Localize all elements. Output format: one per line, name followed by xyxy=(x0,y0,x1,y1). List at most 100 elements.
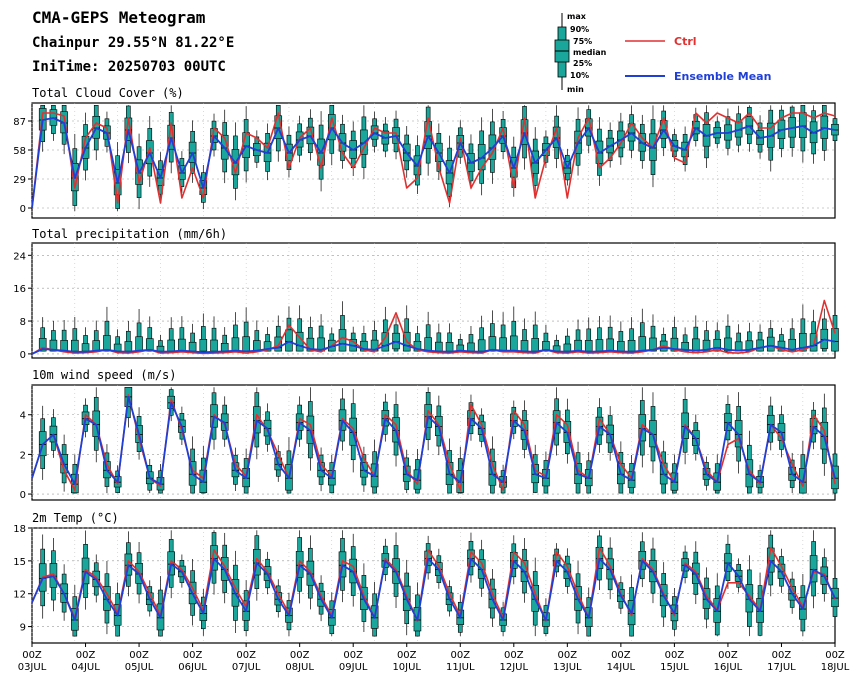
box-inner xyxy=(649,337,657,352)
y-tick-label: 0 xyxy=(20,350,26,361)
box-inner xyxy=(617,341,625,352)
x-hour-label: 00Z xyxy=(665,650,685,661)
box-inner xyxy=(285,329,293,352)
y-tick-label: 16 xyxy=(13,284,26,295)
x-hour-label: 00Z xyxy=(558,650,578,661)
panel-title: 2m Temp (°C) xyxy=(32,511,119,525)
panel-1: Total precipitation (mm/6h) 0 8 16 24 xyxy=(13,227,839,361)
box-inner xyxy=(113,343,122,352)
y-tick-label: 9 xyxy=(20,623,26,634)
box-inner xyxy=(584,340,593,352)
box-inner xyxy=(638,336,647,352)
box-inner xyxy=(724,337,732,352)
y-tick-label: 2 xyxy=(20,450,26,461)
panel-3: 2m Temp (°C) 9 12 15 18 xyxy=(13,511,839,644)
box-inner xyxy=(574,339,582,352)
y-tick-label: 8 xyxy=(20,317,26,328)
legend-label-p10: 10% xyxy=(570,71,589,80)
box-inner xyxy=(135,336,143,352)
x-day-label: 09JUL xyxy=(339,662,368,673)
x-day-label: 15JUL xyxy=(660,662,689,673)
x-day-label: 08JUL xyxy=(285,662,314,673)
panel-0: Total Cloud Cover (%) 0 29 58 87 xyxy=(13,86,839,219)
x-day-label: 16JUL xyxy=(714,662,743,673)
panel-frame xyxy=(31,242,836,359)
box-inner xyxy=(766,336,775,352)
x-hour-label: 00Z xyxy=(290,650,310,661)
y-tick-label: 87 xyxy=(13,117,26,128)
x-hour-label: 00Z xyxy=(611,650,631,661)
x-day-label: 12JUL xyxy=(500,662,529,673)
ensemble-mean-line xyxy=(31,117,836,209)
box-inner xyxy=(231,337,240,352)
panel-title: Total Cloud Cover (%) xyxy=(32,86,184,100)
x-day-label: 18JUL xyxy=(821,662,850,673)
box-inner xyxy=(71,339,79,352)
x-hour-label: 00Z xyxy=(825,650,845,661)
ensemble-mean-line xyxy=(31,338,836,355)
legend-label-median: median xyxy=(573,48,607,57)
box-inner xyxy=(520,340,529,352)
panel-title: 10m wind speed (m/s) xyxy=(32,368,177,382)
box-inner xyxy=(210,339,218,352)
ensemble-mean-line xyxy=(31,557,836,621)
box-inner xyxy=(220,343,229,352)
x-day-label: 14JUL xyxy=(607,662,636,673)
box-inner xyxy=(145,338,154,352)
box-inner xyxy=(499,337,507,352)
y-tick-label: 12 xyxy=(13,590,26,601)
panel-title: Total precipitation (mm/6h) xyxy=(32,227,227,241)
x-hour-label: 00Z xyxy=(397,650,417,661)
ensemble-mean-line xyxy=(31,395,836,486)
box-inner xyxy=(531,338,540,352)
x-day-label: 10JUL xyxy=(392,662,421,673)
box-inner xyxy=(274,336,283,352)
box-inner xyxy=(167,339,175,352)
box-inner xyxy=(199,339,208,352)
box-inner xyxy=(60,340,68,352)
x-day-label: 05JUL xyxy=(125,662,154,673)
box-inner xyxy=(477,339,486,352)
box-inner xyxy=(103,335,111,352)
box-inner xyxy=(799,332,807,352)
chart-init-time: IniTime: 20250703 00UTC xyxy=(32,59,226,75)
panel-frame xyxy=(31,527,836,644)
y-tick-label: 29 xyxy=(13,175,26,186)
x-hour-label: 00Z xyxy=(183,650,203,661)
y-tick-label: 0 xyxy=(20,490,26,501)
box-inner xyxy=(509,335,518,352)
box-inner xyxy=(188,341,197,352)
box-inner xyxy=(713,338,722,352)
box-inner xyxy=(692,338,700,352)
box-inner xyxy=(488,336,497,352)
chart-title: CMA-GEPS Meteogram xyxy=(32,8,206,27)
y-tick-label: 58 xyxy=(13,146,26,157)
x-hour-label: 00Z xyxy=(129,650,149,661)
x-hour-label: 00Z xyxy=(718,650,738,661)
legend-label-max: max xyxy=(567,12,587,21)
box-inner xyxy=(242,336,250,352)
box-inner xyxy=(38,338,47,352)
box-inner xyxy=(595,339,604,352)
y-tick-label: 15 xyxy=(13,557,26,568)
x-day-label: 06JUL xyxy=(178,662,207,673)
x-day-label: 07JUL xyxy=(232,662,261,673)
box-inner xyxy=(49,339,58,352)
x-day-label: 11JUL xyxy=(446,662,475,673)
x-day-label: 04JUL xyxy=(71,662,100,673)
box-inner xyxy=(670,337,679,352)
time-axis: 00Z03JUL00Z04JUL00Z05JUL00Z06JUL00Z07JUL… xyxy=(18,643,850,673)
y-tick-label: 4 xyxy=(20,411,26,422)
legend-label-p75: 75% xyxy=(573,37,592,46)
legend-label-p25: 25% xyxy=(573,59,592,68)
panel-frame xyxy=(31,102,836,219)
y-tick-label: 18 xyxy=(13,524,26,535)
box-inner xyxy=(542,341,550,352)
box-inner xyxy=(424,337,432,352)
box-inner xyxy=(124,341,133,352)
box-inner xyxy=(263,341,272,352)
chart-location: Chainpur 29.55°N 81.22°E xyxy=(32,35,234,51)
panel-2: 10m wind speed (m/s) 0 2 4 xyxy=(20,368,839,501)
box-inner xyxy=(831,328,839,352)
